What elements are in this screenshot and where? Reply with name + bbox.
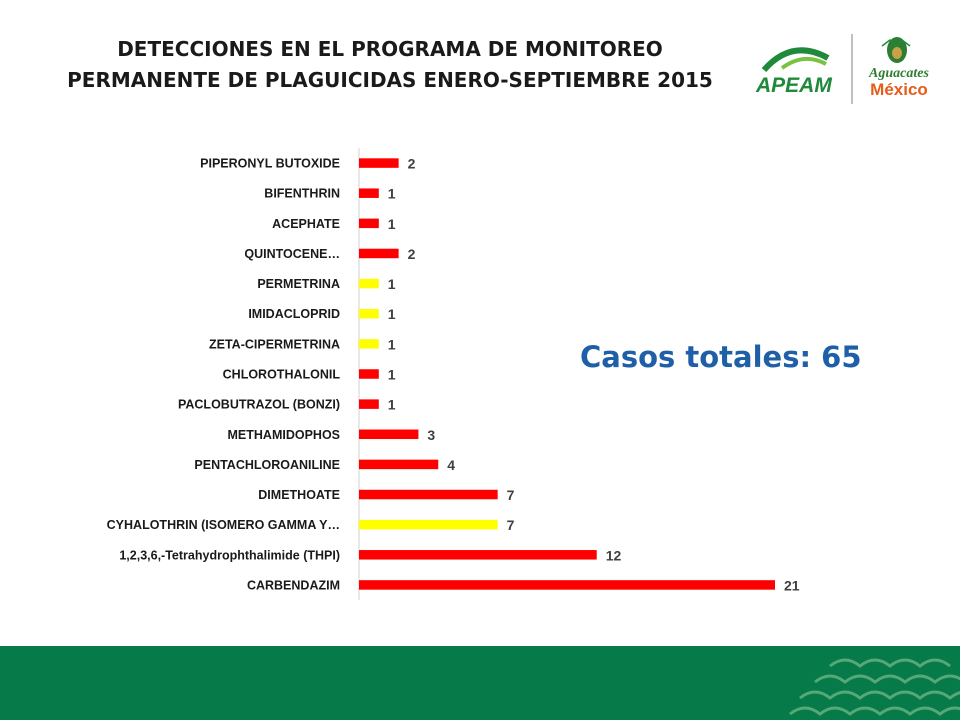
bar [359, 580, 775, 590]
mexico-logo-text: México [870, 80, 928, 99]
bar [359, 158, 399, 168]
aguacates-logo-text: Aguacates [868, 66, 929, 81]
category-label: PIPERONYL BUTOXIDE [200, 157, 340, 171]
category-label: DIMETHOATE [258, 488, 340, 502]
bar [359, 459, 439, 470]
data-label: 12 [606, 547, 622, 563]
category-label: ACEPHATE [272, 217, 340, 231]
category-label: ZETA-CIPERMETRINA [209, 337, 340, 351]
category-label: PACLOBUTRAZOL (BONZI) [178, 398, 340, 412]
data-label: 3 [427, 427, 435, 443]
data-label: 1 [388, 276, 396, 292]
bar [359, 550, 597, 560]
bars: PIPERONYL BUTOXIDE 2 BIFENTHRIN 1 ACEPHATE 1 Q… [107, 156, 800, 594]
category-label: CARBENDAZIM [247, 578, 340, 592]
bar [359, 519, 498, 530]
bar [359, 188, 379, 198]
aguacates-mexico-logo: Aguacates México [868, 37, 929, 99]
category-label: CYHALOTHRIN (ISOMERO GAMMA Y… [107, 518, 340, 532]
data-label: 4 [447, 457, 455, 473]
category-label: PERMETRINA [257, 277, 340, 291]
bar [359, 218, 379, 229]
category-label: PENTACHLOROANILINE [194, 458, 340, 472]
slide-title-line-2: PERMANENTE DE PLAGUICIDAS ENERO-SEPTIEMB… [67, 68, 713, 92]
bar [359, 308, 379, 319]
category-label: QUINTOCENE… [244, 247, 340, 261]
data-label: 1 [388, 397, 396, 413]
bar-chart: PIPERONYL BUTOXIDE 2 BIFENTHRIN 1 ACEPHATE 1 Q… [107, 148, 800, 600]
slide-title: DETECCIONES EN EL PROGRAMA DE MONITOREO … [30, 34, 750, 96]
slide-title-line-1: DETECCIONES EN EL PROGRAMA DE MONITOREO [117, 37, 663, 61]
apeam-logo: APEAM [755, 47, 832, 97]
bar [359, 399, 379, 409]
data-label: 1 [388, 336, 396, 352]
category-label: CHLOROTHALONIL [223, 368, 341, 382]
data-label: 7 [507, 487, 515, 503]
data-label: 1 [388, 216, 396, 232]
bar [359, 278, 379, 289]
bar [359, 429, 419, 440]
data-label: 1 [388, 186, 396, 202]
bar [359, 369, 379, 379]
data-label: 7 [507, 517, 515, 533]
data-label: 1 [388, 367, 396, 383]
footer-band [0, 646, 960, 720]
data-label: 21 [784, 577, 800, 593]
data-label: 1 [388, 306, 396, 322]
bar [359, 339, 379, 349]
data-label: 2 [408, 246, 416, 262]
category-label: 1,2,3,6,-Tetrahydrophthalimide (THPI) [119, 548, 340, 562]
logo-group: APEAM Aguacates México [752, 28, 942, 110]
data-label: 2 [408, 156, 416, 172]
category-label: METHAMIDOPHOS [228, 428, 341, 442]
total-cases-label: Casos totales: 65 [580, 340, 862, 374]
apeam-logo-text: APEAM [755, 74, 832, 97]
bar [359, 248, 399, 259]
category-label: BIFENTHRIN [264, 187, 340, 201]
category-label: IMIDACLOPRID [248, 307, 340, 321]
footer-wave-pattern [789, 658, 960, 716]
bar [359, 489, 498, 500]
